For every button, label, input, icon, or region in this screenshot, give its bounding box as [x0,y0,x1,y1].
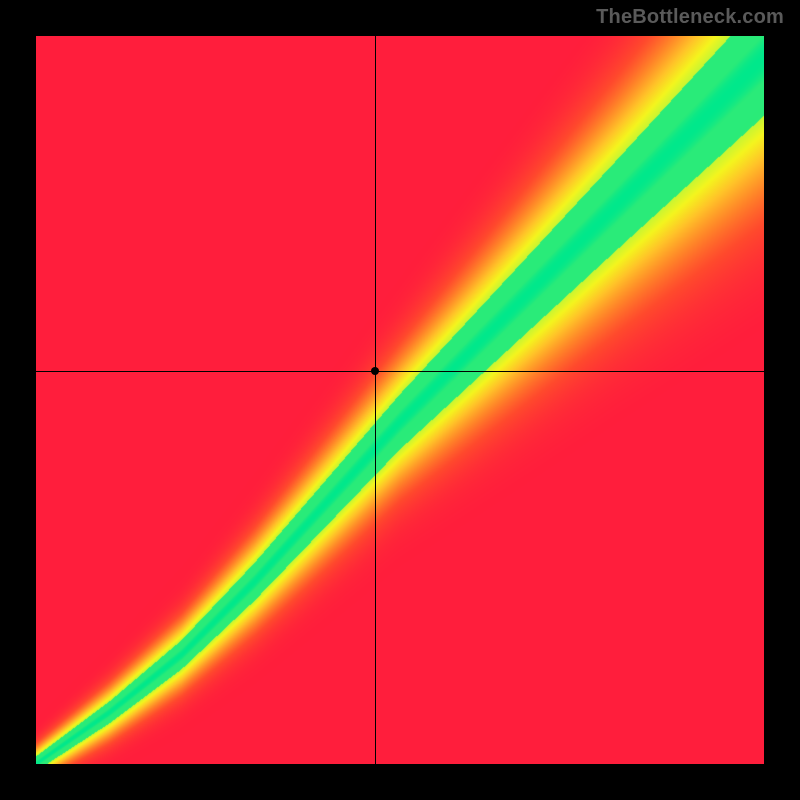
crosshair-marker [371,367,379,375]
watermark-text: TheBottleneck.com [596,6,784,29]
plot-area [36,36,764,764]
crosshair-horizontal [36,371,764,372]
heatmap-canvas [36,36,764,764]
crosshair-vertical [375,36,376,764]
